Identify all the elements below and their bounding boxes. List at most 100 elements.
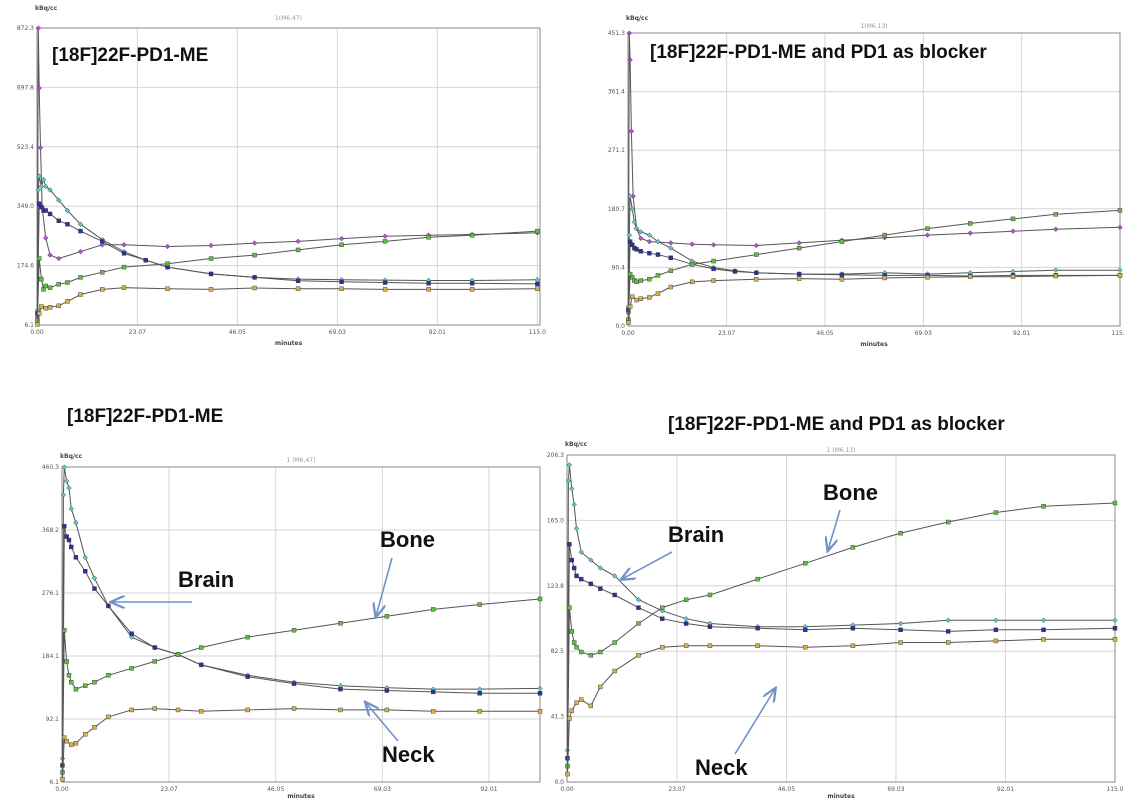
series-line-blood: [36, 28, 538, 317]
data-point-blood: [924, 232, 931, 238]
y-tick-label: 165.0: [547, 517, 564, 524]
data-point-brain_hollow: [638, 229, 644, 235]
x-axis-label: minutes: [275, 340, 303, 347]
x-axis-label: minutes: [860, 341, 888, 348]
series-line-brain_hollow: [567, 464, 1115, 751]
data-point-bone: [707, 592, 713, 598]
chart-bottom-right: 0.0 41.3 82.5 123.8 165.0 206.3 0.00 23.07 46.05…: [547, 441, 1124, 800]
x-tick-label: 23.07: [668, 786, 685, 793]
data-point-blood: [121, 242, 127, 248]
data-point-brain_hollow: [56, 197, 62, 203]
y-tick-label: 6.1: [49, 779, 59, 786]
data-point-bone: [803, 561, 808, 566]
data-point-brain_hollow: [534, 277, 541, 283]
data-point-neck: [62, 735, 67, 740]
data-point-brain_hollow: [565, 478, 572, 484]
data-point-neck: [245, 707, 250, 713]
data-point-brain: [796, 271, 802, 277]
data-point-brain: [143, 258, 148, 263]
data-point-bone: [208, 256, 214, 261]
data-point-neck: [946, 640, 951, 645]
data-point-brain_hollow: [1117, 267, 1123, 273]
data-point-bone: [1053, 212, 1059, 217]
y-tick-label: 6.1: [24, 322, 34, 329]
data-point-brain: [598, 586, 603, 591]
data-point-neck: [384, 707, 390, 713]
data-point-brain: [384, 688, 390, 693]
data-point-bone: [636, 621, 641, 626]
data-point-bone: [660, 605, 665, 610]
data-point-bone: [426, 235, 431, 240]
y-tick-label: 174.6: [17, 263, 34, 270]
x-tick-label: 46.05: [229, 329, 246, 336]
data-point-neck: [627, 304, 633, 309]
data-point-neck: [647, 295, 652, 300]
x-tick-label: 46.05: [816, 330, 833, 337]
data-point-brain_hollow: [597, 565, 604, 571]
data-point-neck: [1112, 637, 1118, 642]
data-point-bone: [106, 673, 111, 678]
data-point-brain: [647, 251, 652, 256]
x-tick-label: 46.05: [267, 786, 284, 793]
data-point-brain: [537, 691, 543, 696]
data-point-bone: [567, 605, 572, 610]
chart-subtitle: 1 (M6,13): [827, 447, 856, 454]
data-point-bone: [588, 652, 594, 658]
data-point-neck: [925, 275, 930, 280]
annotation-label-brain: Brain: [668, 522, 724, 547]
y-tick-label: 0.0: [554, 779, 564, 786]
data-point-neck: [968, 274, 973, 279]
data-point-brain: [339, 279, 344, 285]
data-point-brain_hollow: [77, 221, 84, 227]
data-point-blood: [295, 238, 301, 245]
data-point-brain: [655, 252, 661, 257]
y-tick-label: 361.4: [608, 89, 625, 96]
data-point-brain: [588, 581, 594, 587]
x-tick-label: 115.0: [529, 329, 546, 336]
data-point-neck: [567, 716, 572, 721]
data-point-neck: [78, 292, 83, 297]
data-point-bone: [898, 530, 903, 536]
chart-title-bottom-right: [18F]22F-PD1-ME and PD1 as blocker: [668, 414, 1005, 435]
data-point-neck: [993, 638, 999, 644]
series-line-brain_hollow: [627, 196, 1120, 307]
data-point-brain: [64, 534, 69, 539]
data-point-neck: [689, 279, 695, 285]
y-axis-label: kBq/cc: [60, 453, 83, 460]
data-point-blood: [36, 85, 42, 91]
data-point-brain_hollow: [566, 462, 573, 468]
data-point-brain: [121, 251, 127, 256]
x-tick-label: 0.00: [30, 329, 44, 336]
data-point-neck: [1117, 273, 1123, 278]
data-point-brain: [993, 627, 999, 633]
data-point-neck: [426, 287, 431, 292]
data-point-brain: [208, 271, 214, 277]
data-point-brain: [946, 629, 951, 634]
data-point-neck: [291, 706, 297, 711]
x-tick-label: 0.00: [621, 330, 635, 337]
data-point-neck: [69, 742, 74, 747]
data-point-brain_hollow: [43, 183, 49, 190]
data-point-bone: [537, 596, 543, 602]
annotation-label-neck: Neck: [382, 742, 435, 767]
chart-title-top-left: [18F]22F-PD1-ME: [52, 45, 209, 66]
y-tick-label: 872.3: [17, 25, 34, 32]
data-point-neck: [36, 311, 42, 316]
data-point-blood: [646, 238, 653, 245]
y-tick-label: 697.8: [17, 84, 34, 91]
data-point-brain: [612, 592, 617, 598]
data-point-neck: [129, 707, 134, 713]
data-point-bone: [655, 273, 661, 278]
data-point-bone: [574, 645, 579, 650]
data-point-brain_hollow: [627, 193, 633, 199]
data-point-brain_hollow: [64, 207, 71, 214]
data-point-bone: [647, 277, 652, 282]
x-tick-label: 92.01: [1013, 330, 1030, 337]
data-point-bone: [165, 261, 170, 266]
data-point-blood: [628, 128, 635, 134]
chart-panel-bottom-left: [18F]22F-PD1-ME 6.1 92.1 184.1 276.1 368.2 46…: [0, 390, 550, 802]
data-point-bone: [56, 282, 61, 287]
data-point-brain: [69, 544, 74, 550]
data-point-bone: [36, 256, 42, 261]
data-point-bone: [64, 659, 69, 664]
